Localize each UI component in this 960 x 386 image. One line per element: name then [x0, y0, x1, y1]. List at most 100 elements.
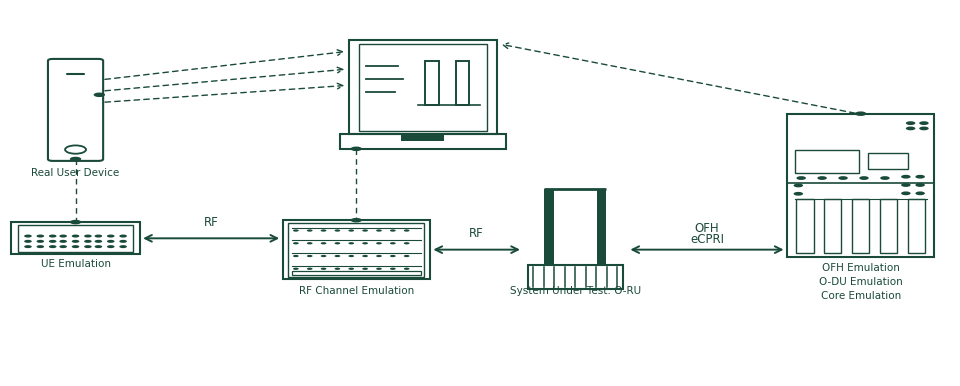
Circle shape: [321, 242, 326, 244]
Circle shape: [94, 93, 105, 97]
Circle shape: [350, 218, 362, 222]
Circle shape: [84, 235, 92, 237]
Circle shape: [307, 229, 313, 232]
Circle shape: [916, 191, 924, 195]
Circle shape: [390, 229, 396, 232]
Bar: [797, 199, 813, 254]
Circle shape: [390, 255, 396, 257]
Circle shape: [84, 245, 92, 248]
Bar: [868, 154, 908, 169]
Bar: [282, 220, 430, 279]
Circle shape: [60, 245, 67, 248]
Circle shape: [84, 240, 92, 243]
Circle shape: [334, 229, 340, 232]
Circle shape: [348, 255, 354, 257]
Bar: [528, 265, 623, 289]
Circle shape: [70, 157, 82, 161]
Circle shape: [321, 267, 326, 270]
Circle shape: [307, 255, 313, 257]
Circle shape: [107, 245, 114, 248]
Circle shape: [72, 235, 80, 237]
Circle shape: [49, 245, 57, 248]
Bar: [596, 189, 606, 265]
Circle shape: [348, 267, 354, 270]
Circle shape: [95, 245, 102, 248]
Circle shape: [855, 112, 866, 116]
Bar: [456, 61, 469, 105]
Circle shape: [794, 184, 804, 187]
Circle shape: [119, 245, 127, 248]
Circle shape: [60, 240, 67, 243]
Text: RF Channel Emulation: RF Channel Emulation: [299, 286, 414, 296]
Bar: [340, 134, 506, 149]
Circle shape: [348, 242, 354, 244]
Bar: [908, 199, 924, 254]
Circle shape: [119, 235, 127, 237]
Circle shape: [60, 235, 67, 237]
Bar: [787, 114, 934, 257]
Circle shape: [901, 183, 911, 187]
Circle shape: [24, 235, 32, 237]
Bar: [795, 150, 859, 173]
Bar: [825, 199, 841, 254]
Bar: [288, 223, 424, 277]
Circle shape: [334, 242, 340, 244]
Circle shape: [49, 235, 57, 237]
Circle shape: [362, 229, 368, 232]
Circle shape: [390, 267, 396, 270]
Bar: [12, 222, 140, 254]
Text: RF: RF: [204, 216, 219, 229]
Bar: [425, 61, 439, 105]
Bar: [18, 225, 133, 252]
Circle shape: [376, 242, 382, 244]
Circle shape: [107, 240, 114, 243]
Circle shape: [49, 240, 57, 243]
Circle shape: [376, 267, 382, 270]
Circle shape: [307, 242, 313, 244]
Circle shape: [916, 175, 924, 179]
Circle shape: [348, 229, 354, 232]
Circle shape: [293, 267, 299, 270]
Circle shape: [293, 242, 299, 244]
Circle shape: [794, 192, 804, 196]
Circle shape: [404, 229, 410, 232]
Text: OFH Emulation
O-DU Emulation
Core Emulation: OFH Emulation O-DU Emulation Core Emulat…: [819, 263, 902, 301]
Circle shape: [334, 255, 340, 257]
Bar: [401, 134, 444, 141]
Bar: [292, 271, 420, 275]
Circle shape: [36, 245, 44, 248]
Circle shape: [36, 235, 44, 237]
Circle shape: [119, 240, 127, 243]
Circle shape: [390, 242, 396, 244]
Text: System Under Test: O-RU: System Under Test: O-RU: [510, 286, 640, 296]
Bar: [544, 189, 554, 265]
Text: RF: RF: [469, 227, 484, 240]
Circle shape: [95, 235, 102, 237]
Circle shape: [404, 242, 410, 244]
Text: UE Emulation: UE Emulation: [40, 259, 110, 269]
Circle shape: [906, 121, 916, 125]
Circle shape: [404, 255, 410, 257]
Bar: [359, 44, 487, 131]
Circle shape: [72, 245, 80, 248]
Circle shape: [906, 127, 916, 130]
Circle shape: [350, 147, 362, 151]
Text: Real User Device: Real User Device: [32, 168, 120, 178]
Circle shape: [362, 242, 368, 244]
Circle shape: [880, 176, 890, 180]
Circle shape: [838, 176, 848, 180]
Circle shape: [321, 229, 326, 232]
Circle shape: [70, 220, 82, 224]
Circle shape: [362, 267, 368, 270]
Circle shape: [95, 240, 102, 243]
Circle shape: [919, 127, 928, 130]
Circle shape: [916, 183, 924, 187]
Bar: [852, 199, 869, 254]
Circle shape: [817, 176, 827, 180]
Circle shape: [24, 240, 32, 243]
Circle shape: [901, 175, 911, 179]
Circle shape: [859, 176, 869, 180]
Text: eCPRI: eCPRI: [690, 233, 724, 246]
Circle shape: [334, 267, 340, 270]
Circle shape: [362, 255, 368, 257]
